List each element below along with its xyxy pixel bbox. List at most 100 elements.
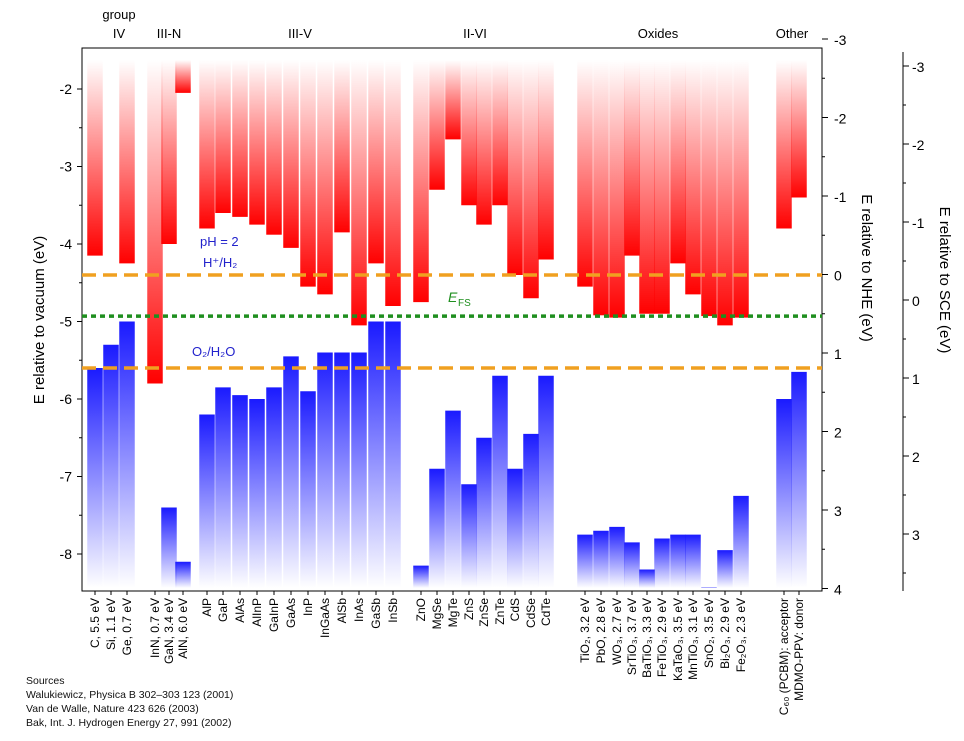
source-line: Bak, Int. J. Hydrogen Energy 27, 991 (20… [26, 717, 232, 729]
material-label: TiO₂, 3.2 eV [578, 598, 592, 663]
valence-band-bar [654, 538, 670, 588]
valence-band-bar [334, 352, 350, 588]
conduction-band-bar [283, 60, 299, 248]
valence-band-bar [733, 495, 749, 588]
y-tick-label-vacuum: -2 [60, 81, 73, 97]
source-line: Walukiewicz, Physica B 302–303 123 (2001… [26, 689, 234, 701]
conduction-band-bar [87, 60, 103, 256]
y-axis-label-nhe: E relative to NHE (eV) [858, 194, 875, 342]
material-label: InGaAs [318, 598, 332, 638]
conduction-band-bar [351, 60, 367, 326]
valence-band-bar [103, 344, 119, 588]
material-label: ZnS [462, 598, 476, 620]
material-label: GaAs [284, 598, 298, 628]
conduction-band-bar [639, 60, 655, 314]
valence-band-bar [351, 352, 367, 588]
source-line: Van de Walle, Nature 423 626 (2003) [26, 703, 199, 715]
h-couple-annotation: H⁺/H₂ [203, 255, 237, 270]
material-label: MgTe [446, 598, 460, 628]
material-label: Fe₂O₃, 2.3 eV [734, 598, 748, 672]
valence-band-bar [523, 433, 539, 588]
y-tick-label-sce: -1 [912, 215, 925, 231]
valence-band-bar [161, 507, 177, 588]
valence-band-bar [249, 399, 265, 588]
valence-band-bar [776, 399, 792, 588]
valence-band-bar [717, 550, 733, 588]
y-tick-label-nhe: 3 [834, 503, 842, 519]
conduction-band-bar [334, 60, 350, 233]
conduction-band-bar [368, 60, 384, 264]
y-tick-label-vacuum: -4 [60, 236, 73, 252]
material-label: InP [301, 598, 315, 616]
material-label: C₆₀ (PCBM): acceptor [777, 598, 791, 715]
material-label: InN, 0.7 eV [148, 598, 162, 658]
material-label: GaInP [267, 598, 281, 632]
y-tick-label-vacuum: -6 [60, 391, 73, 407]
material-label: C, 5.5 eV [88, 598, 102, 648]
conduction-band-bar [577, 60, 593, 287]
conduction-band-bar [232, 60, 248, 217]
conduction-band-bar [147, 60, 163, 384]
group-header: Other [776, 26, 809, 41]
valence-band-bar [577, 534, 593, 588]
y-tick-label-vacuum: -5 [60, 314, 73, 330]
y-tick-label-nhe: 4 [834, 582, 842, 598]
material-label: GaN, 3.4 eV [162, 598, 176, 664]
material-label: Bi₂O₃, 2.9 eV [718, 598, 732, 669]
y-tick-label-nhe: -2 [834, 111, 847, 127]
y-tick-label-nhe: 1 [834, 346, 842, 362]
valence-band-bar [538, 375, 554, 588]
group-header: Oxides [638, 26, 679, 41]
y-tick-label-nhe: -1 [834, 189, 847, 205]
conduction-band-bar [445, 60, 461, 140]
valence-band-bar [283, 356, 299, 588]
valence-band-bar [199, 414, 215, 588]
valence-band-bar [119, 321, 135, 588]
material-label: ZnO [414, 598, 428, 621]
efs-annotation: E [448, 289, 458, 305]
conduction-band-bar [492, 60, 508, 206]
conduction-band-bar [609, 60, 625, 318]
conduction-band-bar [429, 60, 445, 190]
conduction-band-bar [413, 60, 429, 303]
conduction-band-bar [791, 60, 807, 198]
valence-band-bar [385, 321, 401, 588]
material-label: MnTiO₃, 3.1 eV [686, 598, 700, 680]
y-tick-label-sce: 1 [912, 371, 920, 387]
material-label: BaTiO₃, 3.3 eV [640, 598, 654, 678]
conduction-band-bar [476, 60, 492, 225]
conduction-band-bar [175, 60, 191, 93]
conduction-band-bar [119, 60, 135, 264]
ph-annotation: pH = 2 [200, 234, 239, 249]
conduction-band-bar [654, 60, 670, 314]
material-label: MgSe [430, 598, 444, 630]
material-label: MDMO-PPV: donor [792, 598, 806, 701]
conduction-band-bar [538, 60, 554, 260]
y-tick-label-nhe: 0 [834, 268, 842, 284]
efs-subscript: FS [458, 298, 471, 309]
valence-band-bar [215, 387, 231, 588]
valence-band-bar [317, 352, 333, 588]
y-axis-label-vacuum: E relative to vacuum (eV) [31, 236, 48, 404]
y-tick-label-vacuum: -3 [60, 159, 73, 175]
y-tick-label-nhe: -3 [834, 32, 847, 48]
valence-band-bar [461, 484, 477, 588]
material-label: FeTiO₃, 2.9 eV [655, 598, 669, 677]
group-header: III-V [288, 26, 312, 41]
o-couple-annotation: O₂/H₂O [192, 344, 235, 359]
material-label: CdSe [524, 598, 538, 628]
valence-band-bar [492, 375, 508, 588]
y-tick-label-sce: -3 [912, 59, 925, 75]
conduction-band-bar [161, 60, 177, 244]
material-label: ZnSe [477, 598, 491, 627]
material-label: PbO, 2.8 eV [594, 598, 608, 663]
conduction-band-bar [685, 60, 701, 295]
group-header: II-VI [463, 26, 487, 41]
material-label: CdTe [539, 598, 553, 626]
valence-band-bar [685, 534, 701, 588]
valence-band-bar [175, 561, 191, 588]
conduction-band-bar [733, 60, 749, 318]
valence-band-bar [232, 395, 248, 588]
conduction-band-bar [461, 60, 477, 206]
